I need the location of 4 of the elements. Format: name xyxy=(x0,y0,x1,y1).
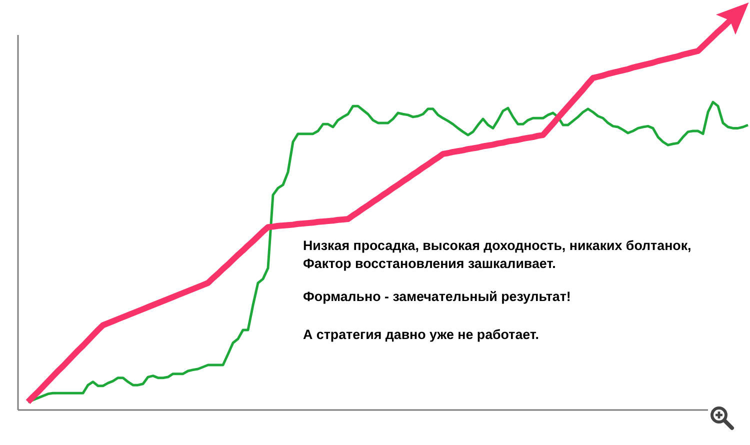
annotation: А стратегия давно уже не работает. xyxy=(303,327,540,342)
annotation: Формально - замечательный результат! xyxy=(303,289,571,304)
annotation: Фактор восстановления зашкаливает. xyxy=(303,256,556,271)
annotation: Низкая просадка, высокая доходность, никаких болтанок, xyxy=(303,238,692,253)
